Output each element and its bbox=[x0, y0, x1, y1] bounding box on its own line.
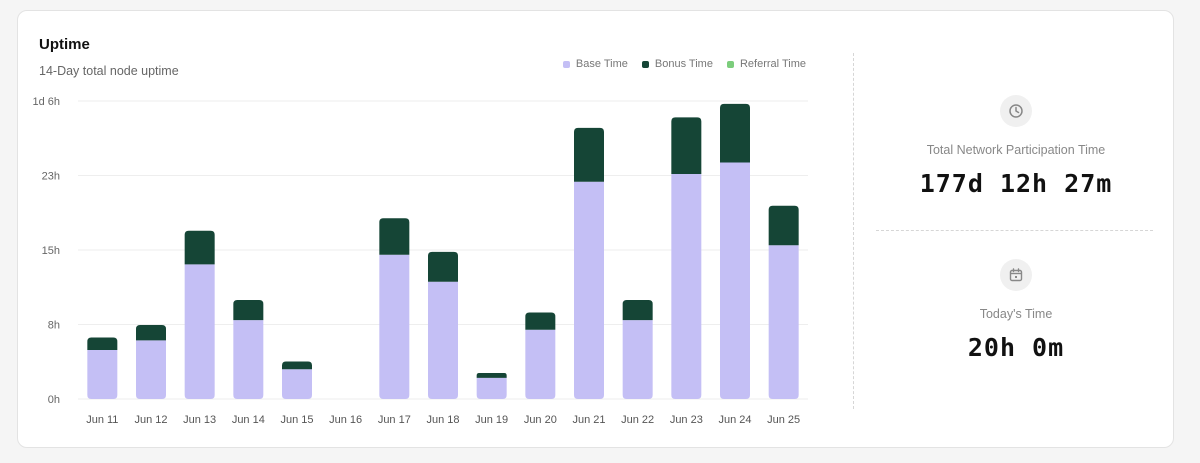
bar-segment-bonus-time bbox=[622, 299, 653, 321]
bar-segment-bonus-time bbox=[233, 299, 264, 321]
bar-segment-base-time bbox=[87, 349, 118, 399]
bar-segment-base-time bbox=[476, 377, 507, 399]
bar-segment-bonus-time bbox=[476, 373, 507, 378]
bar-segment-base-time bbox=[622, 320, 653, 399]
legend-swatch-base bbox=[562, 60, 570, 68]
bar-segment-bonus-time bbox=[525, 312, 556, 330]
y-tick-label: 0h bbox=[48, 394, 60, 406]
total-participation-label: Total Network Participation Time bbox=[926, 143, 1106, 157]
x-tick-label: Jun 16 bbox=[329, 414, 362, 426]
x-tick-label: Jun 25 bbox=[767, 414, 800, 426]
bar-segment-base-time bbox=[671, 174, 702, 399]
x-tick-label: Jun 15 bbox=[280, 414, 313, 426]
uptime-card: Uptime 14-Day total node uptime Base Tim… bbox=[17, 10, 1174, 448]
bar-segment-base-time bbox=[768, 245, 799, 399]
bar-segment-base-time bbox=[525, 329, 556, 399]
today-time-stat: Today's Time 20h 0m bbox=[866, 259, 1166, 362]
total-participation-stat: Total Network Participation Time 177d 12… bbox=[866, 95, 1166, 198]
bar-segment-bonus-time bbox=[428, 251, 458, 282]
x-tick-label: Jun 19 bbox=[475, 414, 508, 426]
bar-segment-bonus-time bbox=[282, 361, 312, 370]
x-tick-label: Jun 23 bbox=[670, 414, 703, 426]
legend-item-base-time[interactable]: Base Time bbox=[562, 58, 628, 70]
bar-segment-bonus-time bbox=[136, 324, 166, 341]
section-divider-horizontal bbox=[876, 230, 1153, 231]
legend-label: Base Time bbox=[575, 58, 628, 70]
x-tick-label: Jun 17 bbox=[378, 414, 411, 426]
y-tick-label: 1d 6h bbox=[32, 96, 60, 108]
bar-segment-bonus-time bbox=[574, 127, 604, 182]
section-divider-vertical bbox=[853, 53, 854, 409]
x-tick-label: Jun 24 bbox=[718, 414, 751, 426]
card-subtitle: 14-Day total node uptime bbox=[39, 64, 179, 78]
today-time-value: 20h 0m bbox=[967, 333, 1065, 362]
y-tick-label: 15h bbox=[42, 245, 60, 257]
bar-segment-base-time bbox=[720, 162, 750, 399]
card-title: Uptime bbox=[39, 36, 90, 53]
bar-segment-bonus-time bbox=[720, 103, 750, 163]
legend-label: Referral Time bbox=[739, 58, 806, 70]
x-tick-label: Jun 14 bbox=[232, 414, 265, 426]
legend-label: Bonus Time bbox=[654, 58, 713, 70]
bar-segment-bonus-time bbox=[768, 205, 799, 246]
total-participation-value: 177d 12h 27m bbox=[919, 169, 1113, 198]
x-tick-label: Jun 11 bbox=[86, 414, 118, 426]
bar-segment-base-time bbox=[428, 281, 458, 399]
clock-icon bbox=[1000, 95, 1032, 127]
legend-item-referral-time[interactable]: Referral Time bbox=[726, 58, 806, 70]
today-time-label: Today's Time bbox=[979, 307, 1053, 321]
bar-segment-bonus-time bbox=[671, 117, 702, 175]
bar-segment-base-time bbox=[233, 320, 264, 399]
calendar-icon bbox=[1000, 259, 1032, 291]
x-tick-label: Jun 20 bbox=[524, 414, 557, 426]
legend-swatch-bonus bbox=[641, 60, 649, 68]
bar-segment-base-time bbox=[184, 264, 215, 399]
x-tick-label: Jun 13 bbox=[183, 414, 216, 426]
bar-segment-base-time bbox=[136, 340, 166, 399]
bar-segment-base-time bbox=[282, 369, 312, 399]
chart-legend: Base Time Bonus Time Referral Time bbox=[562, 58, 806, 70]
legend-item-bonus-time[interactable]: Bonus Time bbox=[641, 58, 713, 70]
x-tick-label: Jun 12 bbox=[134, 414, 167, 426]
x-tick-label: Jun 18 bbox=[426, 414, 459, 426]
bar-segment-base-time bbox=[574, 181, 604, 399]
bar-segment-base-time bbox=[379, 254, 410, 399]
y-tick-label: 8h bbox=[48, 320, 60, 332]
bar-segment-bonus-time bbox=[87, 337, 118, 350]
uptime-bar-chart: 0h 8h 15h 23h 1d 6h Jun 11 Jun 12 Jun 13 Jun 14 J… bbox=[32, 96, 808, 426]
y-tick-label: 23h bbox=[42, 171, 60, 183]
x-tick-label: Jun 22 bbox=[621, 414, 654, 426]
x-tick-label: Jun 21 bbox=[572, 414, 605, 426]
bar-segment-bonus-time bbox=[184, 230, 215, 265]
legend-swatch-referral bbox=[726, 60, 734, 68]
bar-segment-bonus-time bbox=[379, 218, 410, 255]
